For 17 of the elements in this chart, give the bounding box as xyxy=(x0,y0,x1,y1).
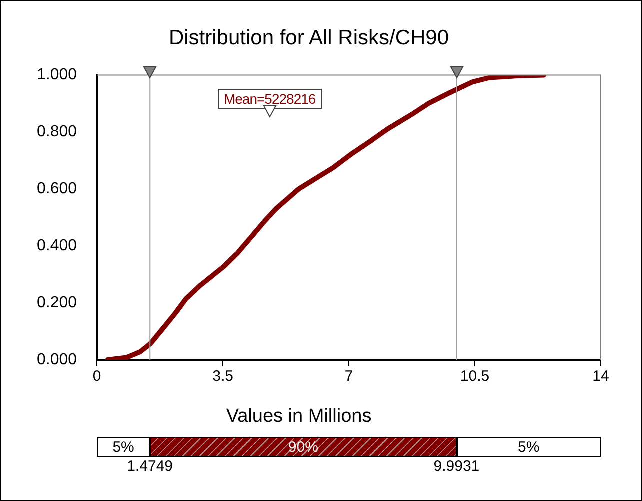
y-tick-label: 0.800 xyxy=(36,124,78,141)
x-tick-label: 10.5 xyxy=(460,368,490,386)
x-tick-label: 0 xyxy=(92,368,102,386)
percentile-strip: 5% 90% 5% xyxy=(97,437,601,457)
x-tick-label: 14 xyxy=(592,368,610,386)
text: 9.9931 xyxy=(434,458,480,475)
y-tick-label: 0.200 xyxy=(36,294,78,312)
x-axis-title: Values in Millions xyxy=(226,406,372,428)
chart-title: Distribution for All Risks/CH90 xyxy=(168,26,450,50)
text: 1.4749 xyxy=(127,458,174,475)
x-tick-label: 3.5 xyxy=(212,368,234,386)
y-tick-label: 0.600 xyxy=(36,180,78,198)
y-tick-label: 0.000 xyxy=(36,351,78,368)
x-tick-label: 7 xyxy=(344,368,354,386)
y-tick-label: 0.400 xyxy=(36,237,78,254)
annotation: Mean=5228216 xyxy=(218,89,322,110)
y-tick-label: 1.000 xyxy=(36,66,78,84)
